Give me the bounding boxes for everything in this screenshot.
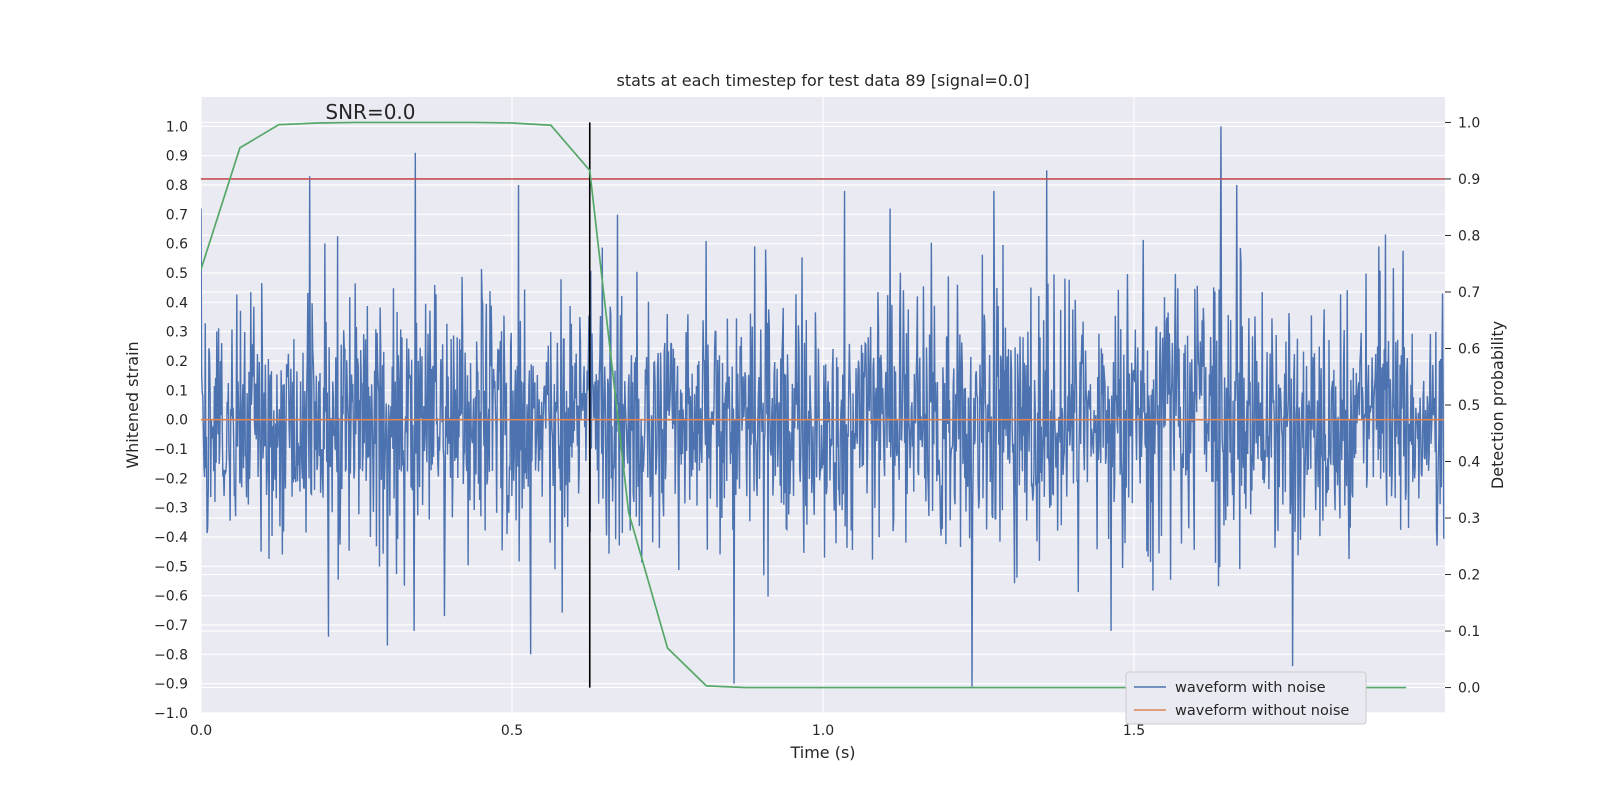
y-tick-label: 0.3: [166, 325, 188, 341]
y2-axis-ticks: 1.0 0.9 0.8 0.7 0.6 0.5 0.4 0.3 0.2 0.1 0.0: [1445, 115, 1480, 697]
y2-tick-label: 0.2: [1458, 568, 1480, 584]
y-tick-label: −0.5: [154, 559, 188, 575]
y2-tick-label: 0.5: [1458, 398, 1480, 414]
y-tick-label: −0.8: [154, 647, 188, 663]
y-tick-label: 1.0: [166, 119, 188, 135]
y-tick-label: −0.4: [154, 530, 188, 546]
x-axis-ticks: 0.0 0.5 1.0 1.5: [190, 723, 1145, 739]
y-tick-label: −0.6: [154, 589, 188, 605]
y2-tick-label: 0.4: [1458, 455, 1480, 471]
y-tick-label: −1.0: [154, 706, 188, 722]
y2-tick-label: 0.9: [1458, 172, 1480, 188]
snr-annotation: SNR=0.0: [325, 100, 415, 124]
y-tick-label: 0.7: [166, 207, 188, 223]
y-tick-label: 0.6: [166, 237, 188, 253]
legend-entry-waveform-with-noise: waveform with noise: [1175, 680, 1326, 696]
x-axis-label: Time (s): [789, 743, 855, 762]
y-tick-label: −0.3: [154, 501, 188, 517]
x-tick-label: 0.5: [501, 723, 523, 739]
y-tick-label: 0.5: [166, 266, 188, 282]
y-tick-label: 0.4: [166, 295, 188, 311]
y2-tick-label: 0.8: [1458, 228, 1480, 244]
y-tick-label: −0.2: [154, 471, 188, 487]
y-tick-label: −0.7: [154, 618, 188, 634]
legend: waveform with noise waveform without noi…: [1125, 671, 1367, 725]
y2-tick-label: 1.0: [1458, 115, 1480, 131]
y2-tick-label: 0.7: [1458, 285, 1480, 301]
y2-tick-label: 0.1: [1458, 624, 1480, 640]
y2-tick-label: 0.3: [1458, 511, 1480, 527]
legend-entry-waveform-without-noise: waveform without noise: [1175, 703, 1349, 719]
y2-tick-label: 0.0: [1458, 681, 1480, 697]
x-tick-label: 1.5: [1123, 723, 1145, 739]
x-tick-label: 1.0: [812, 723, 834, 739]
y-tick-label: 0.2: [166, 354, 188, 370]
y-tick-label: 0.8: [166, 178, 188, 194]
y-tick-label: 0.0: [166, 413, 188, 429]
legend-box: [1125, 671, 1367, 725]
y-tick-label: 0.1: [166, 383, 188, 399]
chart-title: stats at each timestep for test data 89 …: [617, 71, 1030, 90]
series-line-waveform-with-noise: [201, 126, 1445, 687]
y-tick-label: 0.9: [166, 149, 188, 165]
y-tick-label: −0.9: [154, 677, 188, 693]
y-tick-label: −0.1: [154, 442, 188, 458]
y-axis-label: Whitened strain: [123, 341, 142, 468]
y2-tick-label: 0.6: [1458, 341, 1480, 357]
y2-axis-label: Detection probability: [1488, 321, 1507, 489]
y-axis-ticks: 1.0 0.9 0.8 0.7 0.6 0.5 0.4 0.3 0.2 0.1 0.0 −0.1 −0.…: [154, 119, 188, 722]
x-tick-label: 0.0: [190, 723, 212, 739]
